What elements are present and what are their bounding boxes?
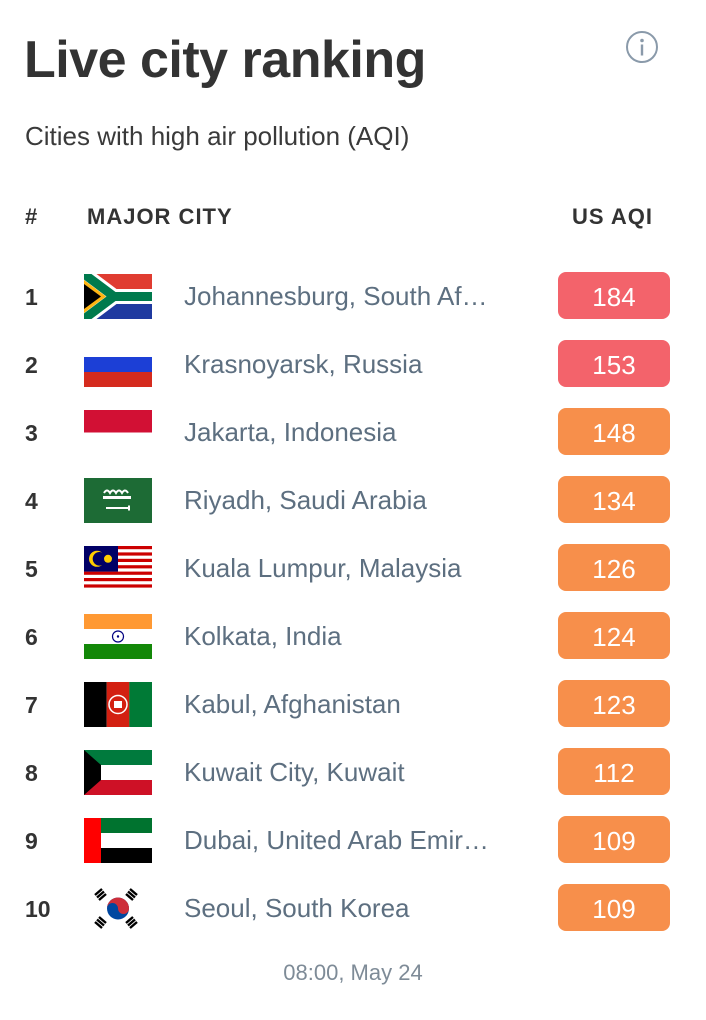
rank-number: 5 — [25, 556, 38, 582]
flag-uae-icon — [84, 818, 152, 863]
city-name-link[interactable]: Seoul, South Korea — [184, 893, 410, 923]
column-header-aqi: US AQI — [572, 204, 653, 229]
page-subtitle: Cities with high air pollution (AQI) — [25, 121, 410, 151]
ranking-row[interactable]: 8 Kuwait City, Kuwait 112 — [0, 748, 706, 808]
rank-number: 4 — [25, 488, 38, 514]
rank-number: 2 — [25, 352, 38, 378]
city-name-link[interactable]: Jakarta, Indonesia — [184, 417, 397, 447]
city-name-link[interactable]: Kuala Lumpur, Malaysia — [184, 553, 462, 583]
flag-kuwait-icon — [84, 750, 152, 795]
rank-number: 1 — [25, 284, 38, 310]
flag-india-icon — [84, 614, 152, 659]
column-header-city: MAJOR CITY — [87, 204, 233, 229]
rank-number: 9 — [25, 828, 38, 854]
info-circle-icon — [626, 31, 658, 63]
city-name-link[interactable]: Kolkata, India — [184, 621, 342, 651]
aqi-badge: 134 — [558, 476, 670, 523]
page-title: Live city ranking — [24, 31, 426, 89]
ranking-row[interactable]: 4 Riyadh, Saudi Arabia 134 — [0, 476, 706, 536]
ranking-row[interactable]: 10 Seoul, South Korea 109 — [0, 884, 706, 944]
ranking-row[interactable]: 3 Jakarta, Indonesia 148 — [0, 408, 706, 468]
flag-malaysia-icon — [84, 546, 152, 591]
aqi-badge: 124 — [558, 612, 670, 659]
update-timestamp: 08:00, May 24 — [283, 960, 423, 985]
city-name-link[interactable]: Kabul, Afghanistan — [184, 689, 401, 719]
aqi-badge: 148 — [558, 408, 670, 455]
city-name-link[interactable]: Johannesburg, South Af… — [184, 281, 488, 311]
aqi-badge: 109 — [558, 816, 670, 863]
aqi-badge: 153 — [558, 340, 670, 387]
flag-saudi-arabia-icon — [84, 478, 152, 523]
city-name-link[interactable]: Dubai, United Arab Emir… — [184, 825, 489, 855]
aqi-badge: 112 — [558, 748, 670, 795]
city-name-link[interactable]: Krasnoyarsk, Russia — [184, 349, 423, 379]
flag-russia-icon — [84, 342, 152, 387]
rank-number: 8 — [25, 760, 38, 786]
aqi-badge: 184 — [558, 272, 670, 319]
ranking-row[interactable]: 5 Kuala Lumpur, Malaysia 126 — [0, 544, 706, 604]
flag-south-africa-icon — [79, 268, 152, 325]
aqi-badge: 123 — [558, 680, 670, 727]
flag-south-korea-icon — [84, 886, 152, 931]
city-name-link[interactable]: Kuwait City, Kuwait — [184, 757, 405, 787]
flag-afghanistan-icon — [84, 682, 152, 727]
aqi-badge: 126 — [558, 544, 670, 591]
ranking-row[interactable]: 9 Dubai, United Arab Emir… 109 — [0, 816, 706, 876]
ranking-row[interactable]: 7 Kabul, Afghanistan 123 — [0, 680, 706, 740]
column-header-rank: # — [25, 204, 39, 229]
ranking-row[interactable]: 1 Johannesburg, South Af… 184 — [0, 268, 706, 332]
rank-number: 3 — [25, 420, 38, 446]
rank-number: 6 — [25, 624, 38, 650]
rank-number: 10 — [25, 896, 51, 922]
aqi-badge: 109 — [558, 884, 670, 931]
ranking-row[interactable]: 6 Kolkata, India 124 — [0, 612, 706, 672]
flag-indonesia-icon — [84, 410, 152, 455]
info-button[interactable] — [625, 30, 659, 64]
city-name-link[interactable]: Riyadh, Saudi Arabia — [184, 485, 427, 515]
rank-number: 7 — [25, 692, 38, 718]
ranking-row[interactable]: 2 Krasnoyarsk, Russia 153 — [0, 340, 706, 400]
